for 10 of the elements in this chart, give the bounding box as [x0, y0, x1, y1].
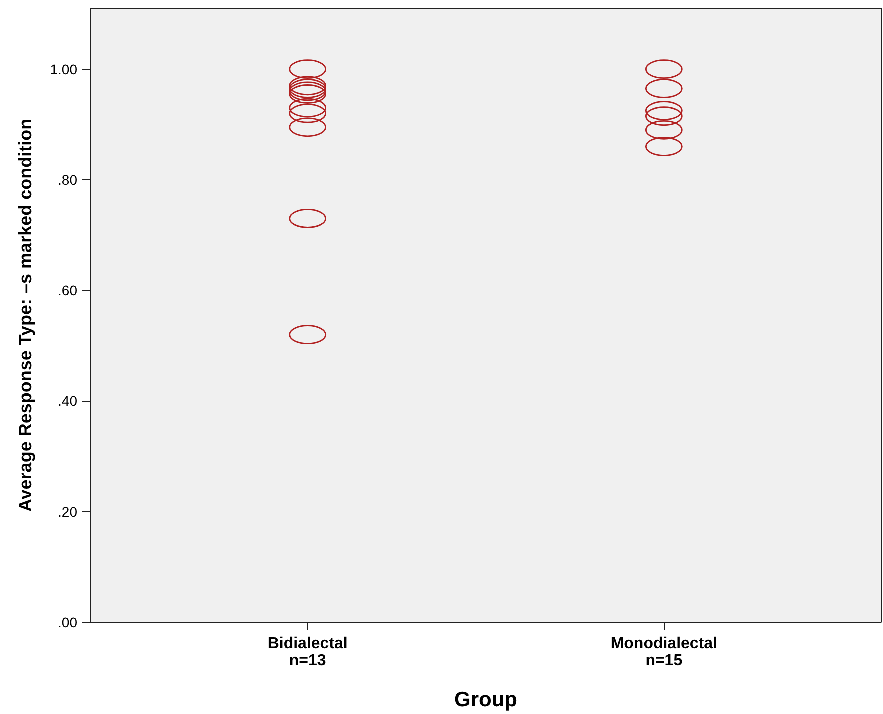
y-tick-label: .20: [58, 504, 78, 520]
y-tick-label: .00: [58, 614, 78, 630]
x-tick-label: Monodialectal n=15: [610, 636, 718, 670]
y-axis-title: Average Response Type: –s marked condition: [15, 118, 36, 512]
y-tick-label: .40: [58, 393, 78, 410]
y-tick-label: 1.00: [50, 61, 78, 78]
y-tick-label: .60: [58, 282, 78, 299]
y-tick-label: .80: [58, 172, 78, 188]
x-tick-label: Bidialectal n=13: [268, 636, 348, 670]
x-axis-title: Group: [454, 688, 518, 712]
